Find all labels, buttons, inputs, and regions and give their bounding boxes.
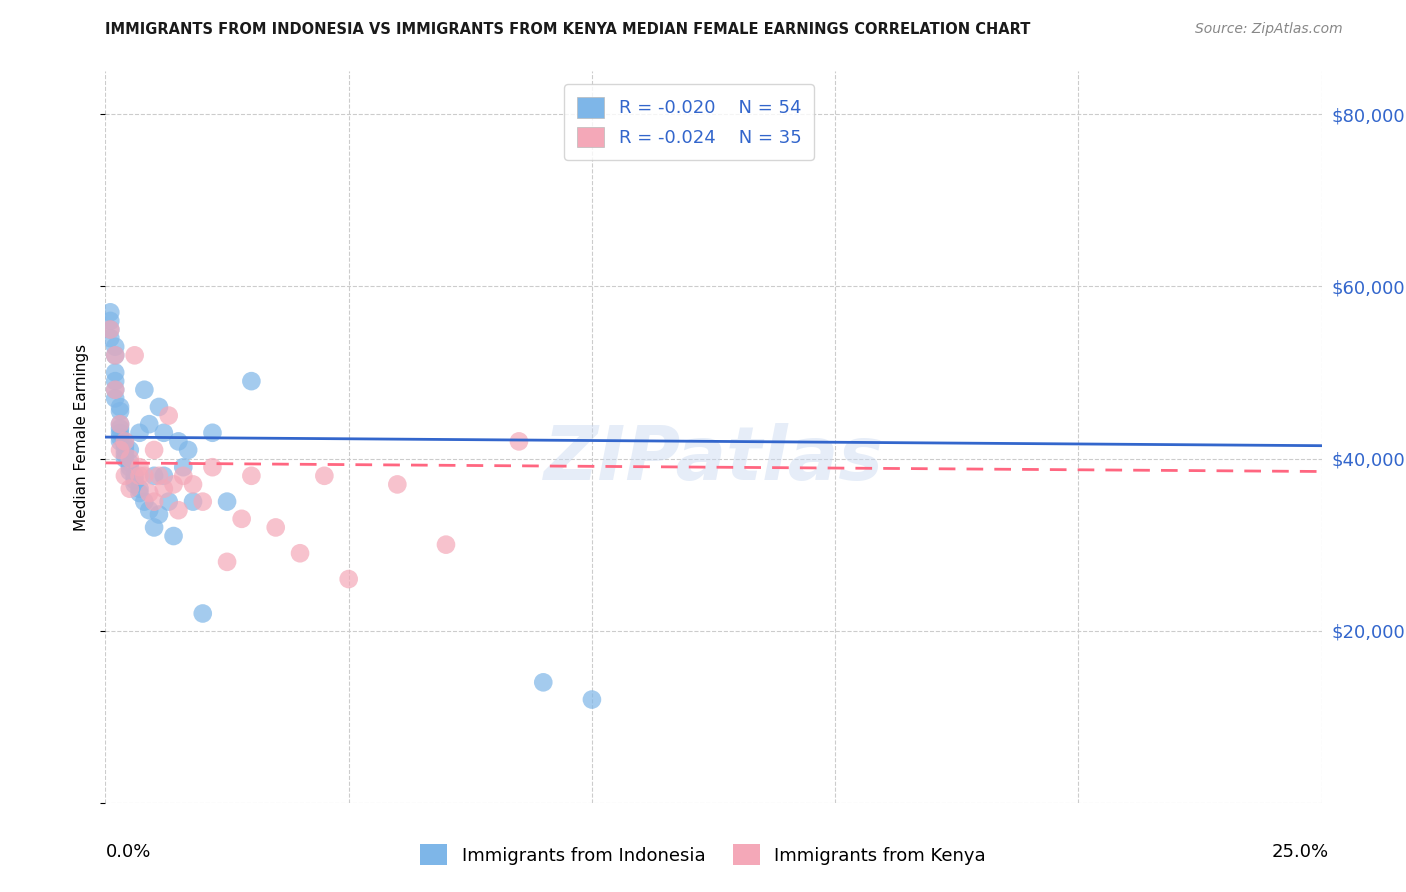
Point <box>118 442 141 457</box>
Point <box>167 503 190 517</box>
Point <box>124 348 146 362</box>
Point <box>118 451 141 466</box>
Point <box>387 477 409 491</box>
Point <box>104 340 127 354</box>
Point <box>118 456 141 470</box>
Point <box>114 447 136 461</box>
Point <box>108 404 131 418</box>
Point <box>114 451 136 466</box>
Point <box>98 305 121 319</box>
Point <box>217 494 239 508</box>
Point <box>138 503 160 517</box>
Point <box>531 675 554 690</box>
Point <box>108 434 131 449</box>
Point <box>157 494 180 508</box>
Point <box>288 546 311 560</box>
Point <box>148 400 170 414</box>
Point <box>104 392 127 406</box>
Point <box>581 692 603 706</box>
Y-axis label: Median Female Earnings: Median Female Earnings <box>75 343 90 531</box>
Point <box>114 442 136 457</box>
Point <box>104 374 127 388</box>
Point <box>124 477 146 491</box>
Point <box>181 494 204 508</box>
Point <box>128 468 150 483</box>
Point <box>143 494 166 508</box>
Point <box>314 468 336 483</box>
Point <box>191 607 214 621</box>
Point <box>153 425 176 440</box>
Point <box>240 468 263 483</box>
Point <box>124 468 146 483</box>
Point <box>162 529 184 543</box>
Point <box>167 434 190 449</box>
Point <box>114 468 136 483</box>
Point <box>134 383 156 397</box>
Point <box>128 425 150 440</box>
Point <box>134 494 156 508</box>
Point <box>138 486 160 500</box>
Text: 25.0%: 25.0% <box>1271 843 1329 861</box>
Point <box>128 460 150 475</box>
Legend: Immigrants from Indonesia, Immigrants from Kenya: Immigrants from Indonesia, Immigrants fr… <box>412 835 994 874</box>
Point <box>217 555 239 569</box>
Point <box>108 417 131 432</box>
Point <box>114 434 136 449</box>
Point <box>172 468 194 483</box>
Point <box>108 400 131 414</box>
Point <box>148 508 170 522</box>
Point <box>124 473 146 487</box>
Point <box>157 409 180 423</box>
Point <box>143 442 166 457</box>
Point <box>172 460 194 475</box>
Text: 0.0%: 0.0% <box>105 843 150 861</box>
Point <box>240 374 263 388</box>
Point <box>264 520 287 534</box>
Point <box>104 383 127 397</box>
Point <box>231 512 253 526</box>
Text: Source: ZipAtlas.com: Source: ZipAtlas.com <box>1195 22 1343 37</box>
Point <box>98 314 121 328</box>
Point <box>108 430 131 444</box>
Text: ZIPatlas: ZIPatlas <box>544 423 883 496</box>
Point <box>118 465 141 479</box>
Point <box>108 425 131 440</box>
Point <box>134 468 156 483</box>
Point <box>162 477 184 491</box>
Text: IMMIGRANTS FROM INDONESIA VS IMMIGRANTS FROM KENYA MEDIAN FEMALE EARNINGS CORREL: IMMIGRANTS FROM INDONESIA VS IMMIGRANTS … <box>105 22 1031 37</box>
Point <box>98 322 121 336</box>
Point <box>104 348 127 362</box>
Point <box>108 421 131 435</box>
Point <box>337 572 360 586</box>
Point <box>98 331 121 345</box>
Point <box>114 434 136 449</box>
Point <box>153 468 176 483</box>
Point <box>434 538 457 552</box>
Point <box>108 442 131 457</box>
Point <box>128 486 150 500</box>
Point <box>191 494 214 508</box>
Point <box>181 477 204 491</box>
Point <box>108 417 131 432</box>
Point <box>201 460 224 475</box>
Point <box>153 482 176 496</box>
Point <box>98 322 121 336</box>
Point <box>143 520 166 534</box>
Point <box>118 460 141 475</box>
Point <box>118 482 141 496</box>
Point <box>138 417 160 432</box>
Point <box>508 434 530 449</box>
Point <box>177 442 200 457</box>
Point <box>104 383 127 397</box>
Point <box>104 348 127 362</box>
Point <box>104 366 127 380</box>
Point <box>114 439 136 453</box>
Point <box>143 468 166 483</box>
Point <box>201 425 224 440</box>
Point <box>148 468 170 483</box>
Legend: R = -0.020    N = 54, R = -0.024    N = 35: R = -0.020 N = 54, R = -0.024 N = 35 <box>564 84 814 160</box>
Point <box>128 482 150 496</box>
